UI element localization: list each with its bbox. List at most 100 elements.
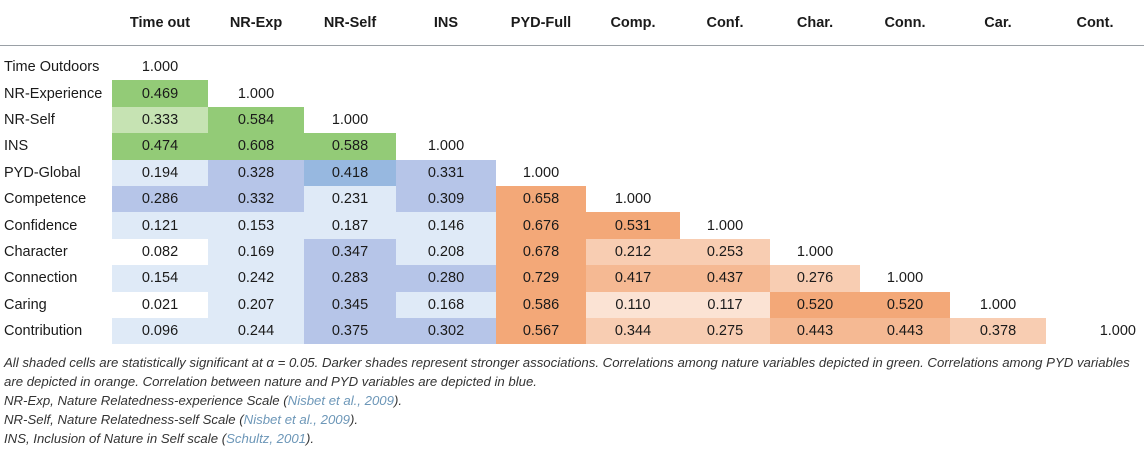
correlation-cell	[680, 133, 770, 159]
note-nr-exp: NR-Exp, Nature Relatedness-experience Sc…	[4, 393, 403, 408]
correlation-cell: 0.378	[950, 317, 1046, 345]
correlation-cell: 1.000	[614, 191, 652, 208]
table-body: Time Outdoors 1.000 NR-Experience 0.469 1.00…	[0, 46, 1144, 345]
correlation-cell	[860, 186, 950, 212]
correlation-cell: 0.082	[141, 243, 179, 260]
correlation-cell: 0.242	[208, 265, 304, 292]
correlation-cell: 0.347	[304, 238, 396, 266]
correlation-cell: 0.345	[304, 291, 396, 318]
correlation-cell	[950, 160, 1046, 186]
correlation-cell	[950, 265, 1046, 291]
correlation-cell	[950, 46, 1046, 81]
correlation-cell: 0.231	[304, 185, 396, 213]
column-header: Conf.	[680, 0, 770, 46]
correlation-cell: 1.000	[979, 296, 1017, 313]
correlation-cell: 1.000	[331, 111, 369, 128]
table-footnotes: All shaded cells are statistically signi…	[4, 353, 1140, 448]
row-label: Character	[4, 243, 68, 260]
correlation-cell	[770, 160, 860, 186]
correlation-cell: 0.531	[586, 212, 680, 239]
correlation-cell	[680, 160, 770, 186]
correlation-cell	[496, 107, 586, 133]
correlation-cell	[860, 133, 950, 159]
row-label: NR-Self	[4, 111, 55, 128]
correlation-cell: 0.437	[680, 265, 770, 292]
correlation-cell	[770, 133, 860, 159]
row-label: Confidence	[4, 217, 78, 234]
correlation-cell	[770, 186, 860, 212]
citation-link[interactable]: Schultz, 2001	[226, 431, 307, 446]
correlation-cell	[1046, 186, 1144, 212]
correlation-cell: 0.212	[586, 238, 680, 266]
correlation-cell: 0.275	[680, 317, 770, 345]
correlation-cell	[950, 107, 1046, 133]
correlation-cell: 1.000	[237, 85, 275, 102]
correlation-cell	[1046, 160, 1144, 186]
row-label: Competence	[4, 191, 87, 208]
column-header: NR-Exp	[208, 0, 304, 46]
column-header: PYD-Full	[496, 0, 586, 46]
correlation-cell: 1.000	[141, 59, 179, 76]
column-header: Time out	[112, 0, 208, 46]
note-ins: INS, Inclusion of Nature in Self scale (…	[4, 431, 315, 446]
table-row: Contribution 0.096 0.244 0.375 0.302 0.567 0.3…	[0, 317, 1144, 345]
correlation-cell: 0.658	[496, 185, 586, 213]
table-row: Character 0.082 0.169 0.347 0.208 0.678 0.212 0…	[0, 238, 1144, 266]
correlation-cell: 1.000	[796, 243, 834, 260]
correlation-cell	[1046, 239, 1144, 265]
correlation-cell: 0.168	[396, 291, 496, 318]
correlation-table: Time out NR-Exp NR-Self INS PYD-Full Comp. Con…	[0, 0, 1144, 345]
correlation-cell: 0.332	[208, 185, 304, 213]
correlation-cell	[586, 133, 680, 159]
correlation-cell: 0.678	[496, 238, 586, 266]
correlation-cell	[586, 160, 680, 186]
correlation-cell: 0.588	[304, 133, 396, 160]
correlation-cell: 0.117	[680, 291, 770, 318]
correlation-cell	[770, 80, 860, 106]
column-header: NR-Self	[304, 0, 396, 46]
correlation-cell	[1046, 265, 1144, 291]
correlation-cell: 0.608	[208, 133, 304, 160]
correlation-cell: 0.676	[496, 212, 586, 239]
correlation-cell	[680, 80, 770, 106]
column-header: Comp.	[586, 0, 680, 46]
correlation-cell: 0.207	[208, 291, 304, 318]
correlation-cell: 1.000	[706, 217, 744, 234]
correlation-cell: 0.331	[396, 159, 496, 186]
correlation-cell: 0.729	[496, 265, 586, 292]
table-row: Competence 0.286 0.332 0.231 0.309 0.658 1.000	[0, 185, 1144, 213]
correlation-table-container: Time out NR-Exp NR-Self INS PYD-Full Comp. Con…	[0, 0, 1144, 345]
header-corner	[0, 0, 112, 46]
correlation-cell: 0.333	[112, 106, 208, 134]
correlation-cell: 0.096	[112, 317, 208, 345]
correlation-cell	[1046, 80, 1144, 106]
note-main: All shaded cells are statistically signi…	[4, 355, 1130, 389]
correlation-cell	[496, 80, 586, 106]
column-header: Conn.	[860, 0, 950, 46]
correlation-cell	[950, 80, 1046, 106]
correlation-cell: 0.283	[304, 265, 396, 292]
correlation-cell	[1046, 107, 1144, 133]
correlation-cell: 0.121	[112, 212, 208, 239]
citation-link[interactable]: Nisbet et al., 2009	[243, 412, 350, 427]
correlation-cell: 0.584	[208, 106, 304, 134]
table-row: Caring 0.021 0.207 0.345 0.168 0.586 0.110 0.11…	[0, 291, 1144, 318]
citation-link[interactable]: Nisbet et al., 2009	[287, 393, 394, 408]
correlation-cell: 0.154	[112, 265, 208, 292]
table-row: NR-Self 0.333 0.584 1.000	[0, 106, 1144, 134]
correlation-cell	[770, 46, 860, 81]
correlation-cell: 0.328	[208, 159, 304, 186]
correlation-cell: 0.110	[586, 291, 680, 318]
correlation-cell	[586, 46, 680, 81]
correlation-cell: 0.418	[304, 159, 396, 186]
correlation-cell	[304, 46, 396, 81]
correlation-cell: 1.000	[427, 138, 465, 155]
correlation-cell: 0.443	[860, 317, 950, 345]
correlation-cell: 0.375	[304, 317, 396, 345]
row-label: INS	[4, 138, 29, 155]
correlation-cell	[1046, 46, 1144, 81]
correlation-cell	[860, 46, 950, 81]
column-header: Char.	[770, 0, 860, 46]
correlation-cell	[950, 212, 1046, 238]
correlation-cell	[770, 212, 860, 238]
